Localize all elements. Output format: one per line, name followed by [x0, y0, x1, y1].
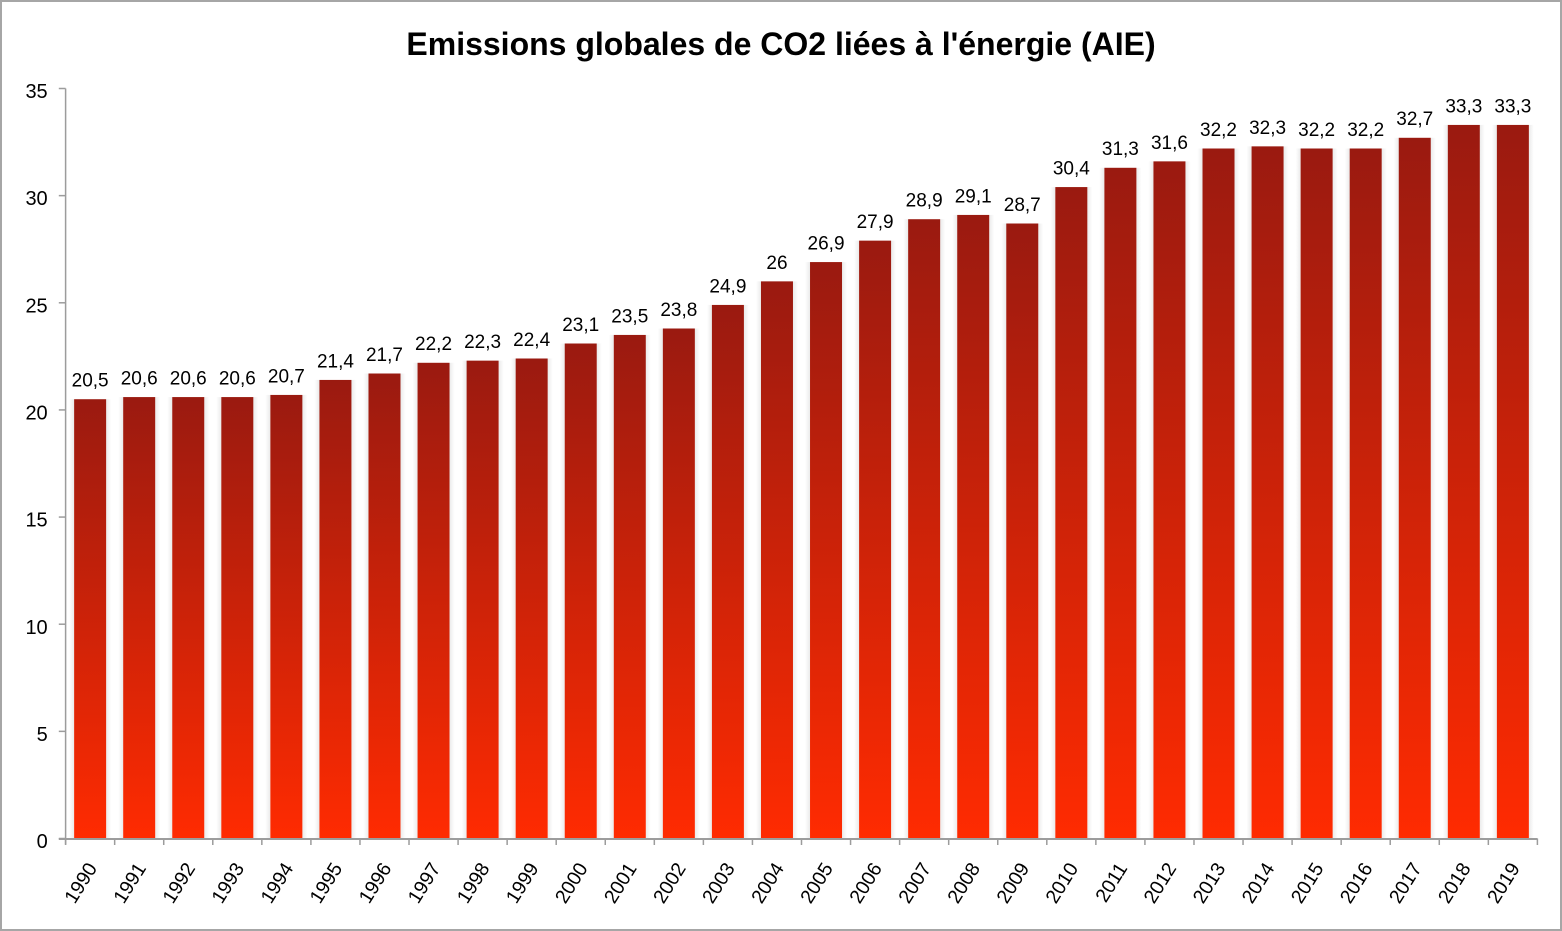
svg-text:24,9: 24,9	[709, 276, 746, 297]
svg-text:10: 10	[25, 617, 47, 639]
svg-text:26,9: 26,9	[808, 233, 845, 254]
svg-text:20,7: 20,7	[268, 366, 305, 387]
svg-text:31,3: 31,3	[1102, 139, 1139, 160]
svg-text:29,1: 29,1	[955, 186, 992, 207]
svg-text:31,6: 31,6	[1151, 133, 1188, 154]
svg-text:30,4: 30,4	[1053, 158, 1090, 179]
svg-text:32,3: 32,3	[1249, 118, 1286, 139]
svg-text:33,3: 33,3	[1494, 96, 1531, 117]
svg-text:32,2: 32,2	[1298, 120, 1335, 141]
svg-text:25: 25	[25, 295, 47, 317]
svg-text:32,7: 32,7	[1396, 109, 1433, 130]
svg-text:30: 30	[25, 188, 47, 210]
svg-text:20,6: 20,6	[219, 368, 256, 389]
svg-text:23,5: 23,5	[611, 306, 648, 327]
svg-text:32,2: 32,2	[1347, 120, 1384, 141]
svg-text:28,7: 28,7	[1004, 195, 1041, 216]
svg-text:0: 0	[37, 831, 48, 853]
svg-text:26: 26	[766, 253, 787, 274]
svg-text:35: 35	[25, 81, 47, 103]
svg-text:20,6: 20,6	[170, 368, 207, 389]
svg-text:28,9: 28,9	[906, 191, 943, 212]
svg-text:5: 5	[37, 724, 48, 746]
svg-text:20,5: 20,5	[72, 371, 109, 392]
svg-text:15: 15	[25, 510, 47, 532]
svg-text:22,4: 22,4	[513, 330, 550, 351]
svg-text:27,9: 27,9	[857, 212, 894, 233]
svg-text:23,1: 23,1	[562, 315, 599, 336]
svg-text:23,8: 23,8	[660, 300, 697, 321]
svg-text:21,4: 21,4	[317, 351, 354, 372]
svg-text:22,3: 22,3	[464, 332, 501, 353]
svg-text:22,2: 22,2	[415, 334, 452, 355]
svg-text:32,2: 32,2	[1200, 120, 1237, 141]
svg-text:33,3: 33,3	[1445, 96, 1482, 117]
svg-text:20,6: 20,6	[121, 368, 158, 389]
svg-text:21,7: 21,7	[366, 345, 403, 366]
svg-text:Emissions globales de CO2 liée: Emissions globales de CO2 liées à l'éner…	[406, 26, 1155, 62]
svg-text:20: 20	[25, 403, 47, 425]
